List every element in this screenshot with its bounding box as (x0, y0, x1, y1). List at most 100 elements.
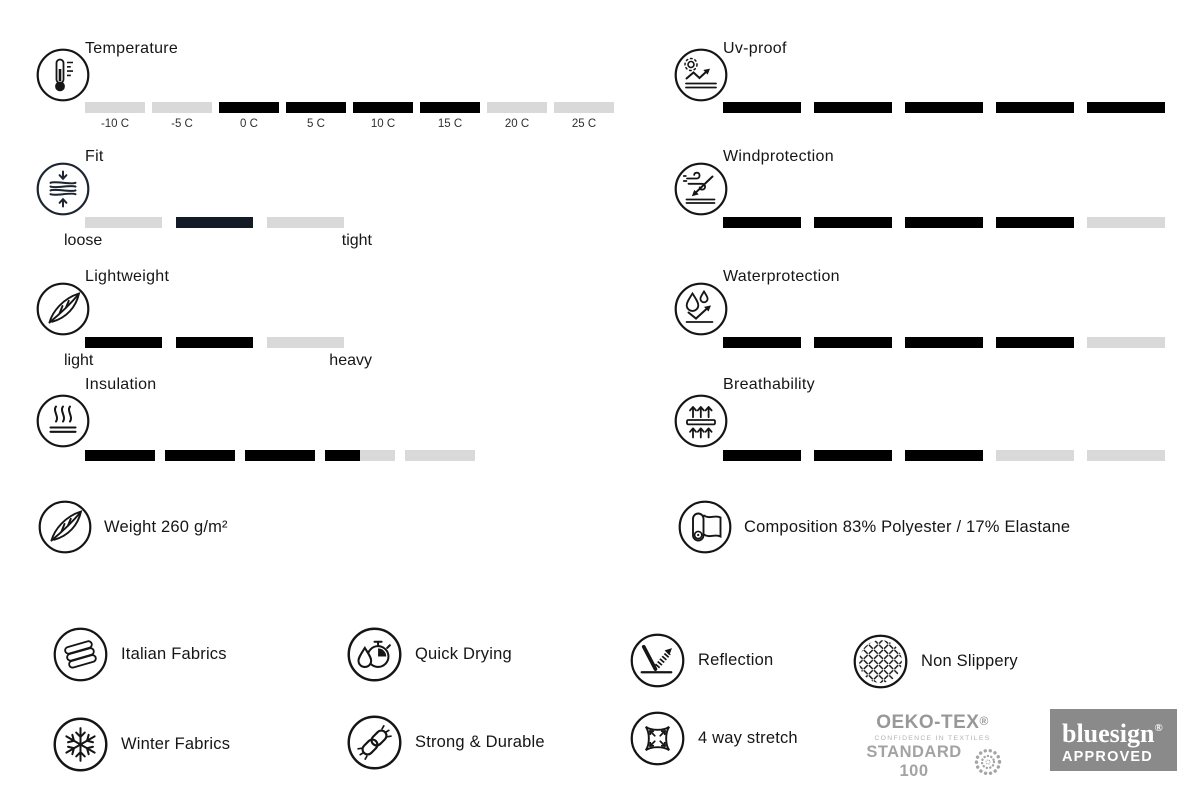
gauge-fit: Fit loose tight (36, 148, 626, 268)
uv-proof-icon (674, 48, 728, 102)
gauge-lightweight: Lightweight light heavy (36, 268, 626, 376)
oeko-tex-standard: STANDARD 100 (866, 743, 962, 780)
gauge-segment (165, 450, 235, 461)
oeko-tex-brand: OEKO-TEX® (876, 712, 989, 733)
oeko-tex-logo: OEKO-TEX® CONFIDENCE IN TEXTILES STANDAR… (860, 712, 1005, 781)
bluesign-badge: bluesign® APPROVED (1050, 709, 1177, 771)
feature-strong-durable: Strong & Durable (347, 715, 545, 770)
feature-non-slippery: Non Slippery (853, 634, 1018, 689)
windprotection-icon (674, 162, 728, 216)
gauge-segment (814, 217, 892, 228)
gauge-bar (85, 450, 475, 461)
fabric-stack-icon (53, 627, 108, 682)
spec-column-left: Temperature -10 C -5 C 0 C 5 C 10 C 15 C 20 C 2… (36, 40, 626, 496)
gauge-segment (723, 450, 801, 461)
end-label-right: tight (341, 232, 372, 249)
fabric-roll-icon (678, 500, 732, 554)
gauge-segment (723, 102, 801, 113)
feature-quick-drying: Quick Drying (347, 627, 512, 682)
chain-link-icon (347, 715, 402, 770)
gauge-segment (176, 217, 253, 228)
feature-italian-fabrics: Italian Fabrics (53, 627, 227, 682)
gauge-bar (723, 450, 1165, 461)
tick-label: 0 C (240, 118, 258, 130)
gauge-title: Uv-proof (723, 40, 787, 57)
gauge-segment (1087, 217, 1165, 228)
gauge-bar (85, 217, 344, 228)
tick-label: 20 C (504, 118, 530, 130)
gauge-tick-labels: -10 C -5 C 0 C 5 C 10 C 15 C 20 C 25 C (85, 118, 614, 130)
feature-label: Strong & Durable (415, 733, 545, 751)
gauge-title: Insulation (85, 376, 157, 393)
gauge-title: Waterprotection (723, 268, 840, 285)
thermometer-icon (36, 48, 90, 102)
feature-4-way-stretch: 4 way stretch (630, 711, 798, 766)
gauge-segment (814, 450, 892, 461)
gauge-end-labels: loose tight (64, 232, 372, 250)
gauge-segment (996, 217, 1074, 228)
gauge-segment (85, 450, 155, 461)
gauge-segment (286, 102, 346, 113)
gauge-title: Fit (85, 148, 104, 165)
gauge-segment (405, 450, 475, 461)
gauge-bar (723, 217, 1165, 228)
gauge-waterprotection: Waterprotection (674, 268, 1174, 376)
tick-label: -5 C (171, 118, 193, 130)
gauge-segment (723, 337, 801, 348)
tick-label: 15 C (437, 118, 463, 130)
non-slippery-icon (853, 634, 908, 689)
tick-label: -10 C (100, 118, 130, 130)
spec-column-right: Uv-proof Windprotection (674, 40, 1174, 496)
gauge-title: Temperature (85, 40, 179, 57)
feature-label: 4 way stretch (698, 729, 798, 747)
gauge-segment (814, 102, 892, 113)
gauge-segment (814, 337, 892, 348)
feature-label: Winter Fabrics (121, 735, 231, 753)
gauge-segment (245, 450, 315, 461)
bluesign-approved: APPROVED (1062, 749, 1153, 765)
gauge-segment (905, 217, 983, 228)
oeko-tex-flower-icon (971, 745, 1005, 779)
weight-value: Weight 260 g/m² (104, 517, 228, 536)
feature-label: Italian Fabrics (121, 645, 227, 663)
composition-value: Composition 83% Polyester / 17% Elastane (744, 517, 1071, 536)
gauge-segment (554, 102, 614, 113)
gauge-temperature: Temperature -10 C -5 C 0 C 5 C 10 C 15 C 20 C 2… (36, 40, 626, 148)
feature-reflection: Reflection (630, 633, 773, 688)
end-label-left: light (64, 352, 94, 369)
gauge-bar (723, 102, 1165, 113)
quick-dry-icon (347, 627, 402, 682)
gauge-segment (723, 217, 801, 228)
gauge-segment (420, 102, 480, 113)
gauge-bar (85, 102, 614, 113)
gauge-uv-proof: Uv-proof (674, 40, 1174, 148)
end-label-right: heavy (329, 352, 372, 369)
fit-compression-icon (36, 162, 90, 216)
gauge-segment (267, 217, 344, 228)
gauge-segment (905, 450, 983, 461)
gauge-segment (85, 217, 162, 228)
gauge-windprotection: Windprotection (674, 148, 1174, 268)
gauge-segment (267, 337, 344, 348)
gauge-segment (85, 337, 162, 348)
waterprotection-icon (674, 282, 728, 336)
gauge-segment (487, 102, 547, 113)
feature-winter-fabrics: Winter Fabrics (53, 717, 230, 772)
gauge-title: Windprotection (723, 148, 834, 165)
feather-icon (36, 282, 90, 336)
gauge-segment (152, 102, 212, 113)
gauge-breathability: Breathability (674, 376, 1174, 496)
gauge-bar (85, 337, 344, 348)
gauge-segment (905, 337, 983, 348)
gauge-segment (176, 337, 253, 348)
gauge-segment (1087, 102, 1165, 113)
tick-label: 10 C (370, 118, 396, 130)
breathability-icon (674, 394, 728, 448)
oeko-tex-tagline: CONFIDENCE IN TEXTILES (874, 735, 991, 742)
tick-label: 5 C (307, 118, 325, 130)
gauge-segment (219, 102, 279, 113)
gauge-segment (996, 337, 1074, 348)
snowflake-icon (53, 717, 108, 772)
reflection-icon (630, 633, 685, 688)
